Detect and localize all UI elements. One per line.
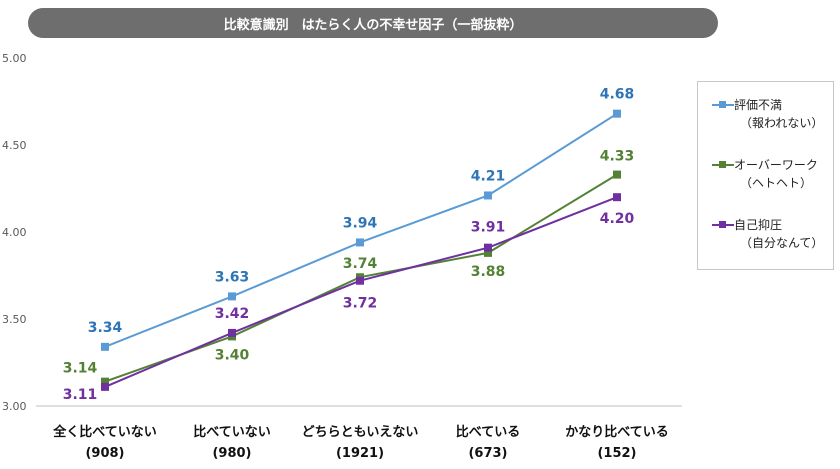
data-label-series-3: 3.42 bbox=[215, 306, 250, 322]
data-point-series-3 bbox=[101, 382, 109, 391]
legend-sublabel-series-3: （自分なんて） bbox=[740, 236, 824, 250]
data-point-series-1 bbox=[101, 342, 109, 351]
x-tick-label: どちらともいえない bbox=[302, 425, 419, 440]
x-tick-label: 比べている bbox=[456, 424, 520, 440]
x-tick-count: (908) bbox=[85, 446, 124, 461]
legend: 評価不満 （報われない） オーバーワーク （ヘトヘト） 自己抑圧 （自分なんて） bbox=[697, 81, 834, 270]
legend-label-series-3: 自己抑圧 bbox=[734, 218, 783, 232]
data-label-series-1: 3.63 bbox=[215, 269, 250, 285]
data-label-series-2: 4.33 bbox=[600, 149, 635, 165]
y-tick-label: 3.00 bbox=[2, 400, 27, 413]
legend-item-series-3: 自己抑圧 （自分なんて） bbox=[712, 216, 823, 252]
data-point-series-1 bbox=[356, 238, 364, 247]
legend-swatch-series-2 bbox=[712, 161, 734, 168]
x-tick-label: 比べていない bbox=[193, 424, 270, 440]
y-tick-label: 3.50 bbox=[2, 313, 27, 326]
data-label-series-1: 3.94 bbox=[343, 215, 378, 231]
legend-swatch-series-3 bbox=[712, 221, 734, 228]
data-label-series-3: 3.91 bbox=[471, 220, 506, 236]
data-label-series-3: 3.72 bbox=[343, 296, 378, 312]
data-point-series-2 bbox=[101, 377, 109, 386]
data-point-series-2 bbox=[613, 170, 621, 179]
y-tick-label: 4.50 bbox=[2, 139, 27, 152]
x-tick-count: (152) bbox=[597, 446, 636, 461]
data-label-series-1: 4.21 bbox=[471, 168, 506, 184]
data-label-series-1: 3.34 bbox=[88, 320, 123, 336]
legend-item-series-1: 評価不満 （報われない） bbox=[712, 96, 823, 132]
data-point-series-3 bbox=[484, 243, 492, 252]
legend-label-series-2: オーバーワーク bbox=[734, 158, 818, 172]
data-label-series-2: 3.74 bbox=[343, 256, 378, 272]
data-label-series-2: 3.14 bbox=[63, 361, 98, 377]
data-label-series-1: 4.68 bbox=[600, 87, 635, 103]
chart-title: 比較意識別 はたらく人の不幸せ因子（一部抜粋） bbox=[28, 8, 718, 38]
data-point-series-3 bbox=[613, 193, 621, 202]
x-tick-count: (1921) bbox=[336, 446, 384, 461]
legend-sublabel-series-2: （ヘトヘト） bbox=[740, 176, 813, 190]
legend-item-series-2: オーバーワーク （ヘトヘト） bbox=[712, 156, 818, 192]
data-point-series-3 bbox=[356, 276, 364, 285]
x-tick-count: (673) bbox=[468, 446, 507, 461]
legend-label-series-1: 評価不満 bbox=[734, 98, 783, 112]
x-tick-count: (980) bbox=[212, 446, 251, 461]
x-tick-label: 全く比べていない bbox=[52, 424, 156, 440]
x-tick-label: かなり比べている bbox=[565, 424, 668, 440]
legend-sublabel-series-1: （報われない） bbox=[740, 116, 824, 130]
data-label-series-3: 4.20 bbox=[600, 211, 635, 227]
data-label-series-3: 3.11 bbox=[63, 387, 98, 403]
y-tick-label: 5.00 bbox=[2, 52, 27, 65]
data-point-series-2 bbox=[484, 248, 492, 257]
data-point-series-1 bbox=[228, 292, 236, 301]
data-point-series-1 bbox=[484, 191, 492, 200]
data-label-series-2: 3.40 bbox=[215, 347, 250, 363]
data-point-series-1 bbox=[613, 109, 621, 118]
data-label-series-2: 3.88 bbox=[471, 264, 506, 280]
legend-swatch-series-1 bbox=[712, 101, 734, 108]
y-tick-label: 4.00 bbox=[2, 226, 27, 239]
data-point-series-3 bbox=[228, 328, 236, 337]
